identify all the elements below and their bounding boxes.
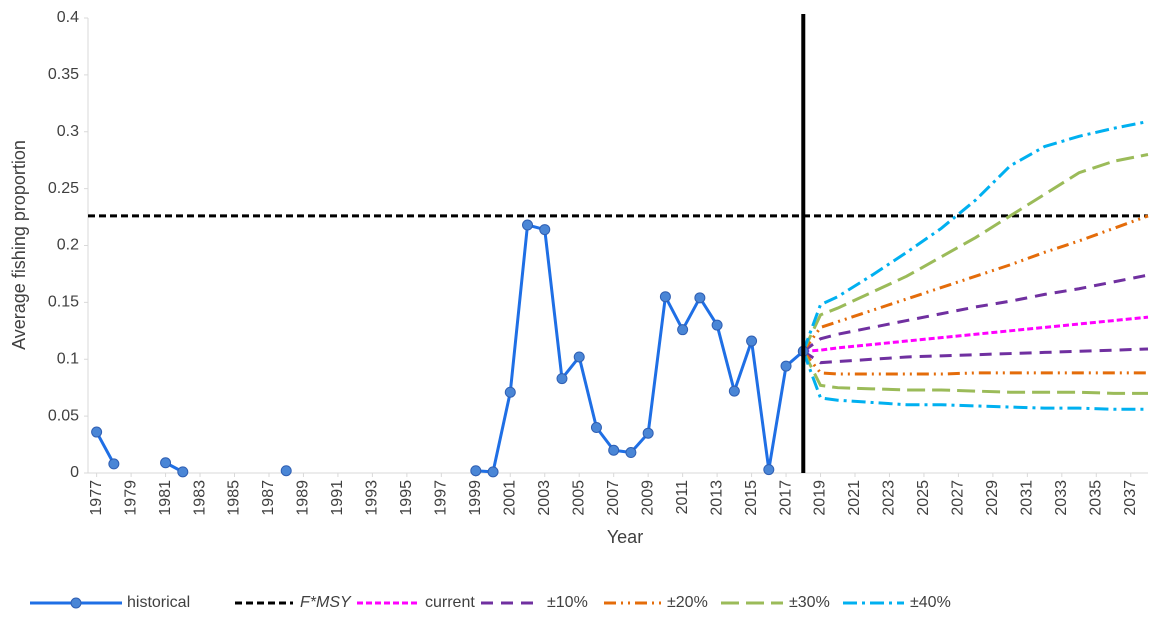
x-tick-label: 1979 [122,480,139,516]
x-axis-label: Year [607,527,643,547]
historical-marker [504,386,516,398]
historical-marker [177,466,189,478]
y-tick-label: 0.1 [57,350,79,367]
legend-label: F*MSY [300,594,352,611]
legend-label: ±30% [789,594,830,611]
legend-label: historical [127,594,190,611]
historical-marker [539,224,551,236]
historical-marker [160,457,172,469]
projection-line [801,350,1148,411]
historical-marker [763,464,775,476]
historical-marker [659,291,671,303]
x-tick-label: 1993 [364,480,381,516]
x-tick-label: 1999 [467,480,484,516]
historical-marker [694,292,706,304]
projection-line [802,350,1148,376]
x-tick-label: 2023 [881,480,898,516]
x-tick-label: 2005 [570,480,587,516]
projection-line [801,153,1149,352]
x-tick-label: 2031 [1019,480,1036,516]
x-tick-label: 2009 [639,480,656,516]
x-tick-label: 2011 [674,480,691,515]
x-tick-label: 2035 [1088,480,1105,516]
historical-marker [780,360,792,372]
historical-marker [470,465,482,477]
historical-marker [280,465,292,477]
y-tick-label: 0.25 [48,180,79,197]
y-tick-label: 0.35 [48,66,79,83]
y-tick-label: 0.4 [57,9,79,26]
y-tick-label: 0.3 [57,123,79,140]
historical-marker [91,426,103,438]
x-tick-label: 2001 [501,480,518,516]
x-tick-label: 1997 [433,480,450,516]
historical-marker [556,373,568,385]
historical-marker [573,351,585,363]
x-tick-label: 1987 [260,480,277,516]
historical-marker [487,466,499,478]
x-tick-label: 2021 [846,480,863,516]
projection-line [802,347,1149,365]
y-tick-label: 0.2 [57,237,79,254]
historical-marker [522,219,534,231]
x-tick-label: 2013 [708,480,725,516]
x-tick-label: 2037 [1122,480,1139,516]
legend-label: ±40% [910,594,951,611]
x-tick-label: 2019 [812,480,829,516]
y-tick-label: 0.05 [48,407,79,424]
historical-marker [711,319,723,331]
x-tick-label: 2015 [743,480,760,516]
x-tick-label: 1981 [157,480,174,516]
x-tick-label: 2027 [950,480,967,516]
x-tick-label: 2025 [915,480,932,516]
legend-label: ±20% [667,594,708,611]
projection-line [801,350,1148,395]
x-tick-label: 2033 [1053,480,1070,516]
y-tick-label: 0.15 [48,294,79,311]
x-tick-label: 2003 [536,480,553,516]
x-tick-label: 2017 [777,480,794,516]
historical-marker [642,427,654,439]
historical-marker [677,324,689,336]
projection-line [801,120,1149,352]
x-tick-label: 2029 [984,480,1001,516]
historical-marker [728,385,740,397]
x-tick-label: 1977 [88,480,105,516]
x-tick-label: 1985 [226,480,243,516]
projection-line [803,315,1149,353]
x-tick-label: 1991 [329,480,346,516]
historical-marker [108,458,120,470]
legend-label: ±10% [547,594,588,611]
legend-marker [70,597,82,609]
x-tick-label: 1989 [295,480,312,516]
x-tick-label: 1983 [191,480,208,516]
projection-line [802,273,1149,353]
historical-marker [608,444,620,456]
x-tick-label: 1995 [398,480,415,516]
historical-marker [746,335,758,347]
y-axis-label: Average fishing proportion [9,140,29,350]
legend-label: current [425,594,475,611]
historical-marker [590,422,602,433]
x-tick-label: 2007 [605,480,622,516]
historical-marker [625,447,637,459]
y-tick-label: 0 [70,464,79,481]
historical-line [95,223,805,474]
